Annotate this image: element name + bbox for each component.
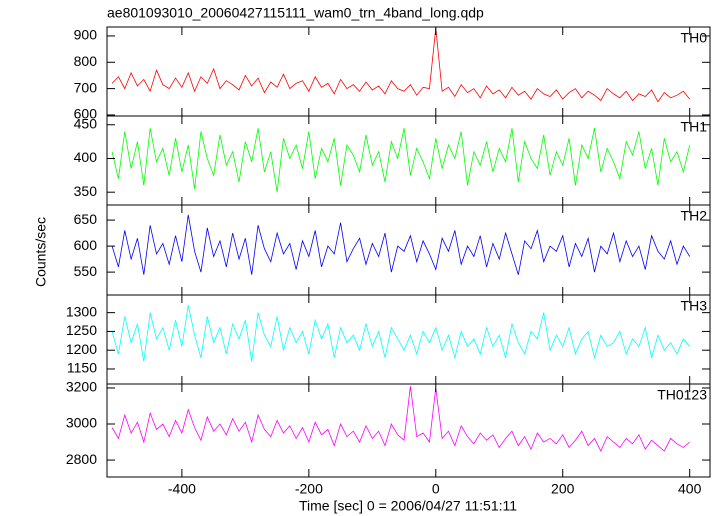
panel-frame — [106, 26, 711, 117]
x-tick-label: 0 — [432, 481, 440, 497]
y-tick-label: 350 — [74, 183, 98, 199]
y-tick-label: 400 — [74, 149, 98, 165]
data-line — [111, 386, 690, 452]
y-tick-label: 1200 — [66, 341, 97, 357]
y-tick-label: 800 — [74, 53, 98, 69]
x-tick-label: 200 — [551, 481, 575, 497]
panel-frame — [106, 204, 711, 296]
y-tick-label: 2800 — [66, 451, 97, 467]
y-tick-label: 550 — [74, 263, 98, 279]
x-tick-label: -400 — [168, 481, 196, 497]
y-tick-label: 3000 — [66, 415, 97, 431]
y-tick-label: 900 — [74, 27, 98, 43]
data-line — [111, 128, 691, 193]
y-tick-label: 600 — [74, 237, 98, 253]
y-tick-label: 1150 — [67, 360, 97, 376]
y-tick-label: 450 — [74, 115, 98, 131]
panel-name: TH0 — [681, 30, 708, 46]
y-tick-label: 650 — [74, 211, 98, 227]
panel-name: TH3 — [681, 298, 708, 314]
data-line — [111, 305, 690, 362]
x-axis-label: Time [sec] 0 = 2006/04/27 11:51:11 — [299, 498, 517, 514]
x-tick-label: -200 — [295, 481, 323, 497]
x-tick-label: 400 — [678, 481, 702, 497]
data-line — [111, 214, 691, 275]
y-tick-label: 700 — [74, 79, 98, 95]
panel-name: TH0123 — [657, 387, 707, 403]
panel-frame — [106, 383, 711, 478]
y-axis-label: Counts/sec — [33, 217, 49, 287]
y-tick-label: 1300 — [66, 303, 97, 319]
chart-title: ae801093010_20060427115111_wam0_trn_4ban… — [107, 5, 484, 21]
y-tick-label: 1250 — [66, 322, 97, 338]
panel-name: TH1 — [681, 119, 708, 135]
y-tick-label: 3200 — [66, 379, 97, 395]
data-line — [111, 28, 691, 103]
y-tick-label: 600 — [74, 106, 98, 122]
panel-name: TH2 — [681, 208, 708, 224]
